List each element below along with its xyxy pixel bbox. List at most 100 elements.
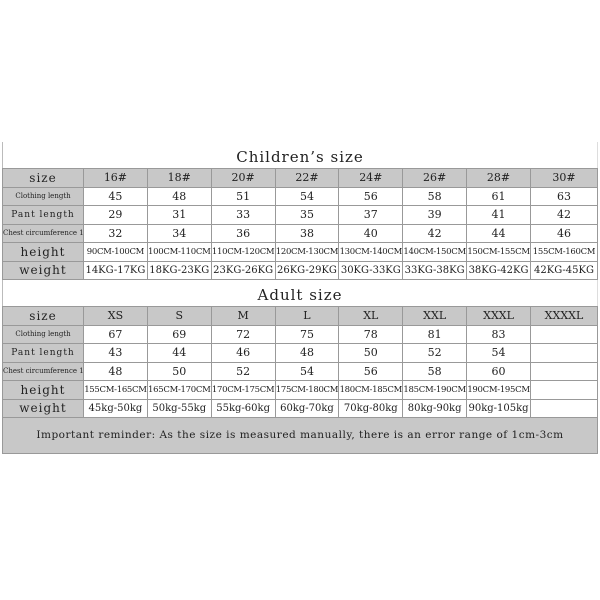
table-cell: 83	[466, 324, 531, 344]
table-cell: 140CM-150CM	[402, 242, 468, 262]
row-label: Clothing length	[2, 186, 84, 206]
table-cell: 70kg-80kg	[338, 398, 404, 418]
table-cell: 44	[466, 223, 531, 243]
adult-size-table: size XS S M L XL XXL XXXL XXXXL Clothing length 67…	[2, 306, 598, 418]
table-cell: 150CM-155CM	[466, 242, 531, 262]
table-cell: 55kg-60kg	[210, 398, 276, 418]
size-header-cell: L	[274, 306, 340, 326]
pant-length-row: Pant length 29 31 33 35 37 39 41 42	[2, 205, 598, 225]
table-cell: 80kg-90kg	[402, 398, 468, 418]
clothing-length-row: Clothing length 67 69 72 75 78 81 83	[2, 324, 598, 344]
table-cell: 155CM-165CM	[83, 380, 148, 400]
table-cell	[530, 361, 598, 381]
table-cell: 78	[338, 324, 404, 344]
chest-row: Chest circumference 1/2 48 50 52 54 56 58 60	[2, 361, 598, 381]
table-cell	[530, 398, 598, 418]
table-cell: 54	[274, 186, 340, 206]
table-cell: 38	[274, 223, 340, 243]
table-cell: 42	[402, 223, 468, 243]
row-label: Clothing length	[2, 324, 84, 344]
table-cell: 41	[466, 205, 531, 225]
table-cell: 31	[146, 205, 212, 225]
clothing-length-row: Clothing length 45 48 51 54 56 58 61 63	[2, 186, 598, 206]
table-cell: 58	[402, 186, 468, 206]
table-cell: 34	[146, 223, 212, 243]
table-cell: 52	[402, 343, 468, 363]
table-cell: 67	[83, 324, 148, 344]
table-cell: 90kg-105kg	[466, 398, 531, 418]
table-cell: 61	[466, 186, 531, 206]
table-cell: 44	[146, 343, 212, 363]
table-cell: 30KG-33KG	[338, 260, 404, 280]
table-cell: 45kg-50kg	[83, 398, 148, 418]
row-label: weight	[2, 260, 84, 280]
table-cell: 170CM-175CM	[210, 380, 276, 400]
table-cell: 120CM-130CM	[274, 242, 340, 262]
table-cell: 60kg-70kg	[274, 398, 340, 418]
table-cell: 48	[83, 361, 148, 381]
table-cell: 75	[274, 324, 340, 344]
table-cell: 42	[530, 205, 598, 225]
size-header-cell: 28#	[466, 168, 531, 188]
table-cell: 54	[466, 343, 531, 363]
table-cell: 50	[338, 343, 404, 363]
weight-row: weight 45kg-50kg 50kg-55kg 55kg-60kg 60kg-70…	[2, 398, 598, 418]
children-size-title: Children’s size	[2, 142, 598, 168]
table-cell: 50	[146, 361, 212, 381]
row-label: weight	[2, 398, 84, 418]
size-header-cell: 26#	[402, 168, 468, 188]
table-cell: 90CM-100CM	[83, 242, 148, 262]
table-cell: 54	[274, 361, 340, 381]
table-cell: 100CM-110CM	[146, 242, 212, 262]
table-cell: 40	[338, 223, 404, 243]
table-cell: 23KG-26KG	[210, 260, 276, 280]
weight-row: weight 14KG-17KG 18KG-23KG 23KG-26KG 26KG-29…	[2, 260, 598, 280]
size-header-cell: XXXXL	[530, 306, 598, 326]
table-cell: 155CM-160CM	[530, 242, 598, 262]
table-cell: 180CM-185CM	[338, 380, 404, 400]
table-cell: 14KG-17KG	[83, 260, 148, 280]
table-cell: 56	[338, 186, 404, 206]
table-cell: 42KG-45KG	[530, 260, 598, 280]
table-cell: 185CM-190CM	[402, 380, 468, 400]
table-cell: 50kg-55kg	[146, 398, 212, 418]
size-header-cell: XXXL	[466, 306, 531, 326]
size-header-cell: 20#	[210, 168, 276, 188]
row-label: Pant length	[2, 343, 84, 363]
size-header-cell: 22#	[274, 168, 340, 188]
size-row: size XS S M L XL XXL XXXL XXXXL	[2, 306, 598, 326]
table-cell: 48	[274, 343, 340, 363]
table-cell: 51	[210, 186, 276, 206]
row-label: height	[2, 242, 84, 262]
table-cell: 36	[210, 223, 276, 243]
table-cell: 175CM-180CM	[274, 380, 340, 400]
table-cell: 58	[402, 361, 468, 381]
table-cell	[530, 324, 598, 344]
row-label: size	[2, 168, 84, 188]
table-cell: 46	[210, 343, 276, 363]
table-cell: 45	[83, 186, 148, 206]
table-cell: 33KG-38KG	[402, 260, 468, 280]
table-cell: 35	[274, 205, 340, 225]
table-cell: 52	[210, 361, 276, 381]
size-header-cell: 16#	[83, 168, 148, 188]
size-header-cell: 18#	[146, 168, 212, 188]
size-chart: Children’s size size 16# 18# 20# 22# 24# 26# 28…	[2, 142, 598, 454]
size-header-cell: 30#	[530, 168, 598, 188]
size-header-cell: 24#	[338, 168, 404, 188]
size-row: size 16# 18# 20# 22# 24# 26# 28# 30#	[2, 168, 598, 188]
table-cell: 72	[210, 324, 276, 344]
table-cell: 26KG-29KG	[274, 260, 340, 280]
size-header-cell: XL	[338, 306, 404, 326]
table-cell: 18KG-23KG	[146, 260, 212, 280]
table-cell: 46	[530, 223, 598, 243]
adult-size-title: Adult size	[2, 280, 598, 306]
table-cell: 43	[83, 343, 148, 363]
chest-row: Chest circumference 1/2 32 34 36 38 40 42 44 46	[2, 223, 598, 243]
height-row: height 155CM-165CM 165CM-170CM 170CM-175CM 1…	[2, 380, 598, 400]
table-cell: 33	[210, 205, 276, 225]
table-cell: 110CM-120CM	[210, 242, 276, 262]
table-cell: 130CM-140CM	[338, 242, 404, 262]
table-cell: 69	[146, 324, 212, 344]
height-row: height 90CM-100CM 100CM-110CM 110CM-120CM 12…	[2, 242, 598, 262]
